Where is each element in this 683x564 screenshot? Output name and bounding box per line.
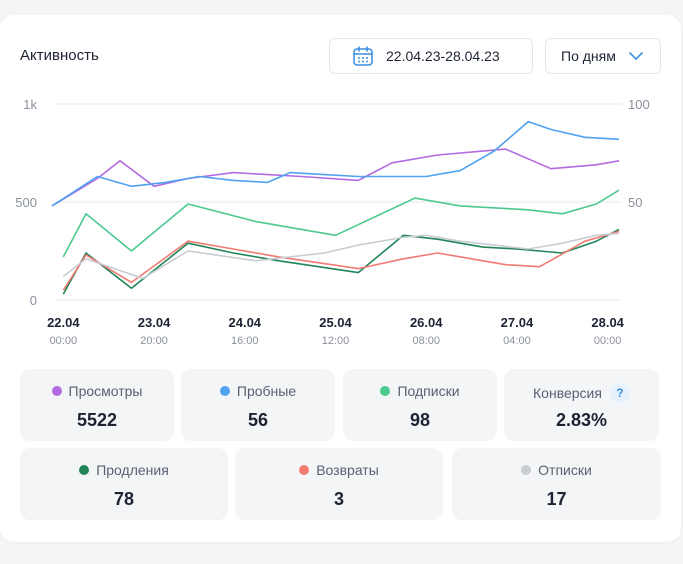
stat-value: 78	[113, 489, 135, 509]
stat-label-row: Конверсия?	[504, 383, 659, 403]
stat-value: 2.83%	[555, 410, 608, 430]
stat-value: 56	[247, 410, 269, 430]
stat-card-refunds: Возвраты 3	[235, 448, 443, 520]
stat-label: Конверсия	[533, 385, 602, 401]
stat-value: 3	[333, 489, 344, 509]
period-select[interactable]: По дням	[545, 38, 661, 74]
stat-label: Отписки	[538, 462, 592, 478]
series-line-unsubscribes	[62, 232, 620, 280]
stat-label-row: Просмотры	[20, 383, 174, 399]
x-axis-tick-time: 04:00	[503, 335, 531, 347]
stat-card-unsubscribes: Отписки 17	[452, 448, 661, 520]
x-axis-tick-time: 08:00	[412, 335, 440, 347]
stat-label-row: Отписки	[452, 462, 661, 478]
legend-dot	[79, 465, 90, 475]
stat-card-subscriptions: Подписки 98	[343, 369, 497, 441]
stat-card-conversion: Конверсия? 2.83%	[504, 369, 659, 441]
question-icon[interactable]: ?	[609, 383, 630, 403]
y-axis-tick-label: 0	[30, 293, 37, 308]
x-axis-tick-date: 23.04	[138, 315, 171, 330]
series-line-renewals	[62, 228, 620, 295]
stat-label: Подписки	[397, 383, 460, 399]
stat-label-row: Возвраты	[235, 462, 443, 478]
series-line-views	[51, 148, 620, 207]
stat-label-row: Продления	[20, 462, 228, 478]
y2-axis-tick-label: 50	[628, 195, 642, 210]
stat-label: Продления	[96, 462, 169, 478]
stat-value: 98	[409, 410, 431, 430]
legend-dot	[299, 465, 310, 475]
stat-label-row: Подписки	[343, 383, 497, 399]
legend-dot	[380, 386, 391, 396]
x-axis-tick-time: 00:00	[594, 335, 622, 347]
stat-card-trials: Пробные 56	[181, 369, 335, 441]
legend-dot	[521, 465, 532, 475]
stat-card-renewals: Продления 78	[20, 448, 228, 520]
series-line-refunds	[62, 230, 620, 291]
date-range-picker[interactable]: 22.04.23-28.04.23	[329, 38, 533, 74]
y-axis-tick-label: 500	[15, 195, 37, 210]
calendar-icon	[352, 45, 374, 67]
stat-card-views: Просмотры 5522	[20, 369, 174, 441]
stat-value: 17	[546, 489, 567, 509]
x-axis-tick-time: 12:00	[322, 335, 350, 347]
stat-label: Просмотры	[68, 383, 143, 399]
x-axis-tick-date: 22.04	[47, 315, 80, 330]
x-axis-tick-date: 25.04	[319, 315, 352, 330]
card-title: Активность	[20, 47, 99, 64]
stat-label: Пробные	[236, 383, 297, 399]
x-axis-tick-date: 24.04	[229, 315, 262, 330]
stat-value: 5522	[76, 410, 118, 430]
series-line-trials	[51, 120, 620, 207]
date-range-value: 22.04.23-28.04.23	[386, 48, 500, 64]
x-axis-tick-date: 27.04	[501, 315, 534, 330]
x-axis-tick-date: 28.04	[591, 315, 624, 330]
y-axis-tick-label: 1k	[23, 97, 37, 112]
legend-dot	[51, 386, 62, 396]
activity-line-chart: 0 500 1k 50 100 22.04 00:00 23.04 20:00 24.04 16:0…	[15, 97, 650, 347]
x-axis-tick-time: 20:00	[140, 335, 168, 347]
legend-dot	[219, 386, 230, 396]
y2-axis-tick-label: 100	[628, 97, 650, 112]
stat-label: Возвраты	[316, 462, 379, 478]
series-line-subscriptions	[62, 189, 620, 258]
x-axis-tick-time: 16:00	[231, 335, 259, 347]
stat-label-row: Пробные	[181, 383, 335, 399]
x-axis-tick-time: 00:00	[50, 335, 78, 347]
x-axis-tick-date: 26.04	[410, 315, 443, 330]
period-select-value: По дням	[561, 48, 616, 64]
chevron-down-icon	[629, 51, 643, 61]
